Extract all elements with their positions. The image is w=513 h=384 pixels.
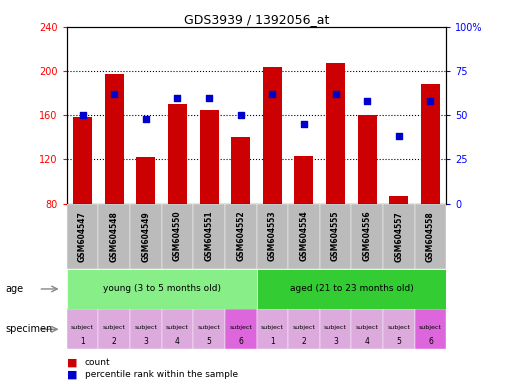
Bar xyxy=(162,204,193,269)
Bar xyxy=(73,118,92,204)
Text: subject: subject xyxy=(71,325,94,330)
Bar xyxy=(67,309,98,349)
Bar xyxy=(67,269,256,309)
Text: GSM604554: GSM604554 xyxy=(300,211,308,262)
Bar xyxy=(358,115,377,204)
Text: subject: subject xyxy=(324,325,347,330)
Bar xyxy=(98,204,130,269)
Text: ■: ■ xyxy=(67,369,77,379)
Text: 4: 4 xyxy=(365,337,370,346)
Bar xyxy=(326,63,345,204)
Point xyxy=(110,91,118,97)
Text: ■: ■ xyxy=(67,358,77,368)
Text: GSM604557: GSM604557 xyxy=(394,211,403,262)
Text: 6: 6 xyxy=(428,337,433,346)
Bar xyxy=(383,204,415,269)
Text: GSM604556: GSM604556 xyxy=(363,211,372,262)
Text: GSM604553: GSM604553 xyxy=(268,211,277,262)
Bar xyxy=(168,104,187,204)
Text: subject: subject xyxy=(292,325,315,330)
Bar xyxy=(231,137,250,204)
Bar xyxy=(383,309,415,349)
Text: 2: 2 xyxy=(112,337,116,346)
Text: GSM604555: GSM604555 xyxy=(331,211,340,262)
Text: age: age xyxy=(5,284,23,294)
Point xyxy=(300,121,308,127)
Text: 3: 3 xyxy=(143,337,148,346)
Bar xyxy=(225,309,256,349)
Text: 1: 1 xyxy=(80,337,85,346)
Bar xyxy=(415,204,446,269)
Point xyxy=(268,91,277,97)
Text: subject: subject xyxy=(387,325,410,330)
Bar xyxy=(130,309,162,349)
Text: count: count xyxy=(85,358,110,367)
Text: subject: subject xyxy=(103,325,126,330)
Point xyxy=(394,133,403,139)
Bar xyxy=(288,309,320,349)
Bar xyxy=(256,204,288,269)
Bar xyxy=(320,309,351,349)
Bar xyxy=(105,74,124,204)
Text: subject: subject xyxy=(419,325,442,330)
Text: GSM604549: GSM604549 xyxy=(141,211,150,262)
Bar xyxy=(421,84,440,204)
Title: GDS3939 / 1392056_at: GDS3939 / 1392056_at xyxy=(184,13,329,26)
Text: subject: subject xyxy=(134,325,157,330)
Text: subject: subject xyxy=(198,325,221,330)
Bar xyxy=(200,110,219,204)
Bar xyxy=(67,204,98,269)
Text: 4: 4 xyxy=(175,337,180,346)
Bar xyxy=(130,204,162,269)
Bar xyxy=(288,204,320,269)
Text: subject: subject xyxy=(261,325,284,330)
Bar xyxy=(136,157,155,204)
Bar xyxy=(225,204,256,269)
Text: 2: 2 xyxy=(302,337,306,346)
Point xyxy=(205,94,213,101)
Text: GSM604550: GSM604550 xyxy=(173,211,182,262)
Bar xyxy=(294,156,313,204)
Bar xyxy=(415,309,446,349)
Text: percentile rank within the sample: percentile rank within the sample xyxy=(85,370,238,379)
Bar xyxy=(162,309,193,349)
Text: 1: 1 xyxy=(270,337,274,346)
Bar xyxy=(389,196,408,204)
Bar xyxy=(256,309,288,349)
Point xyxy=(173,94,182,101)
Bar xyxy=(320,204,351,269)
Point xyxy=(236,112,245,118)
Point xyxy=(142,116,150,122)
Bar xyxy=(193,309,225,349)
Text: 5: 5 xyxy=(207,337,211,346)
Point xyxy=(78,112,87,118)
Text: 3: 3 xyxy=(333,337,338,346)
Point xyxy=(331,91,340,97)
Bar xyxy=(193,204,225,269)
Point xyxy=(426,98,435,104)
Text: aged (21 to 23 months old): aged (21 to 23 months old) xyxy=(289,285,413,293)
Bar xyxy=(256,269,446,309)
Bar xyxy=(263,67,282,204)
Text: GSM604552: GSM604552 xyxy=(236,211,245,262)
Bar xyxy=(98,309,130,349)
Bar xyxy=(351,309,383,349)
Text: 6: 6 xyxy=(238,337,243,346)
Text: GSM604551: GSM604551 xyxy=(205,211,213,262)
Text: subject: subject xyxy=(229,325,252,330)
Text: subject: subject xyxy=(356,325,379,330)
Text: GSM604547: GSM604547 xyxy=(78,211,87,262)
Text: young (3 to 5 months old): young (3 to 5 months old) xyxy=(103,285,221,293)
Text: GSM604558: GSM604558 xyxy=(426,211,435,262)
Text: subject: subject xyxy=(166,325,189,330)
Text: 5: 5 xyxy=(397,337,401,346)
Bar xyxy=(351,204,383,269)
Text: specimen: specimen xyxy=(5,324,52,334)
Point xyxy=(363,98,371,104)
Text: GSM604548: GSM604548 xyxy=(110,211,119,262)
